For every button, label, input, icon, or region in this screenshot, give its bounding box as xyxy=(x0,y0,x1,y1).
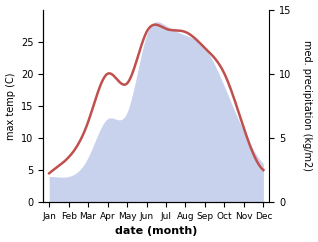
X-axis label: date (month): date (month) xyxy=(115,227,197,236)
Y-axis label: max temp (C): max temp (C) xyxy=(5,72,16,140)
Y-axis label: med. precipitation (kg/m2): med. precipitation (kg/m2) xyxy=(302,40,313,171)
